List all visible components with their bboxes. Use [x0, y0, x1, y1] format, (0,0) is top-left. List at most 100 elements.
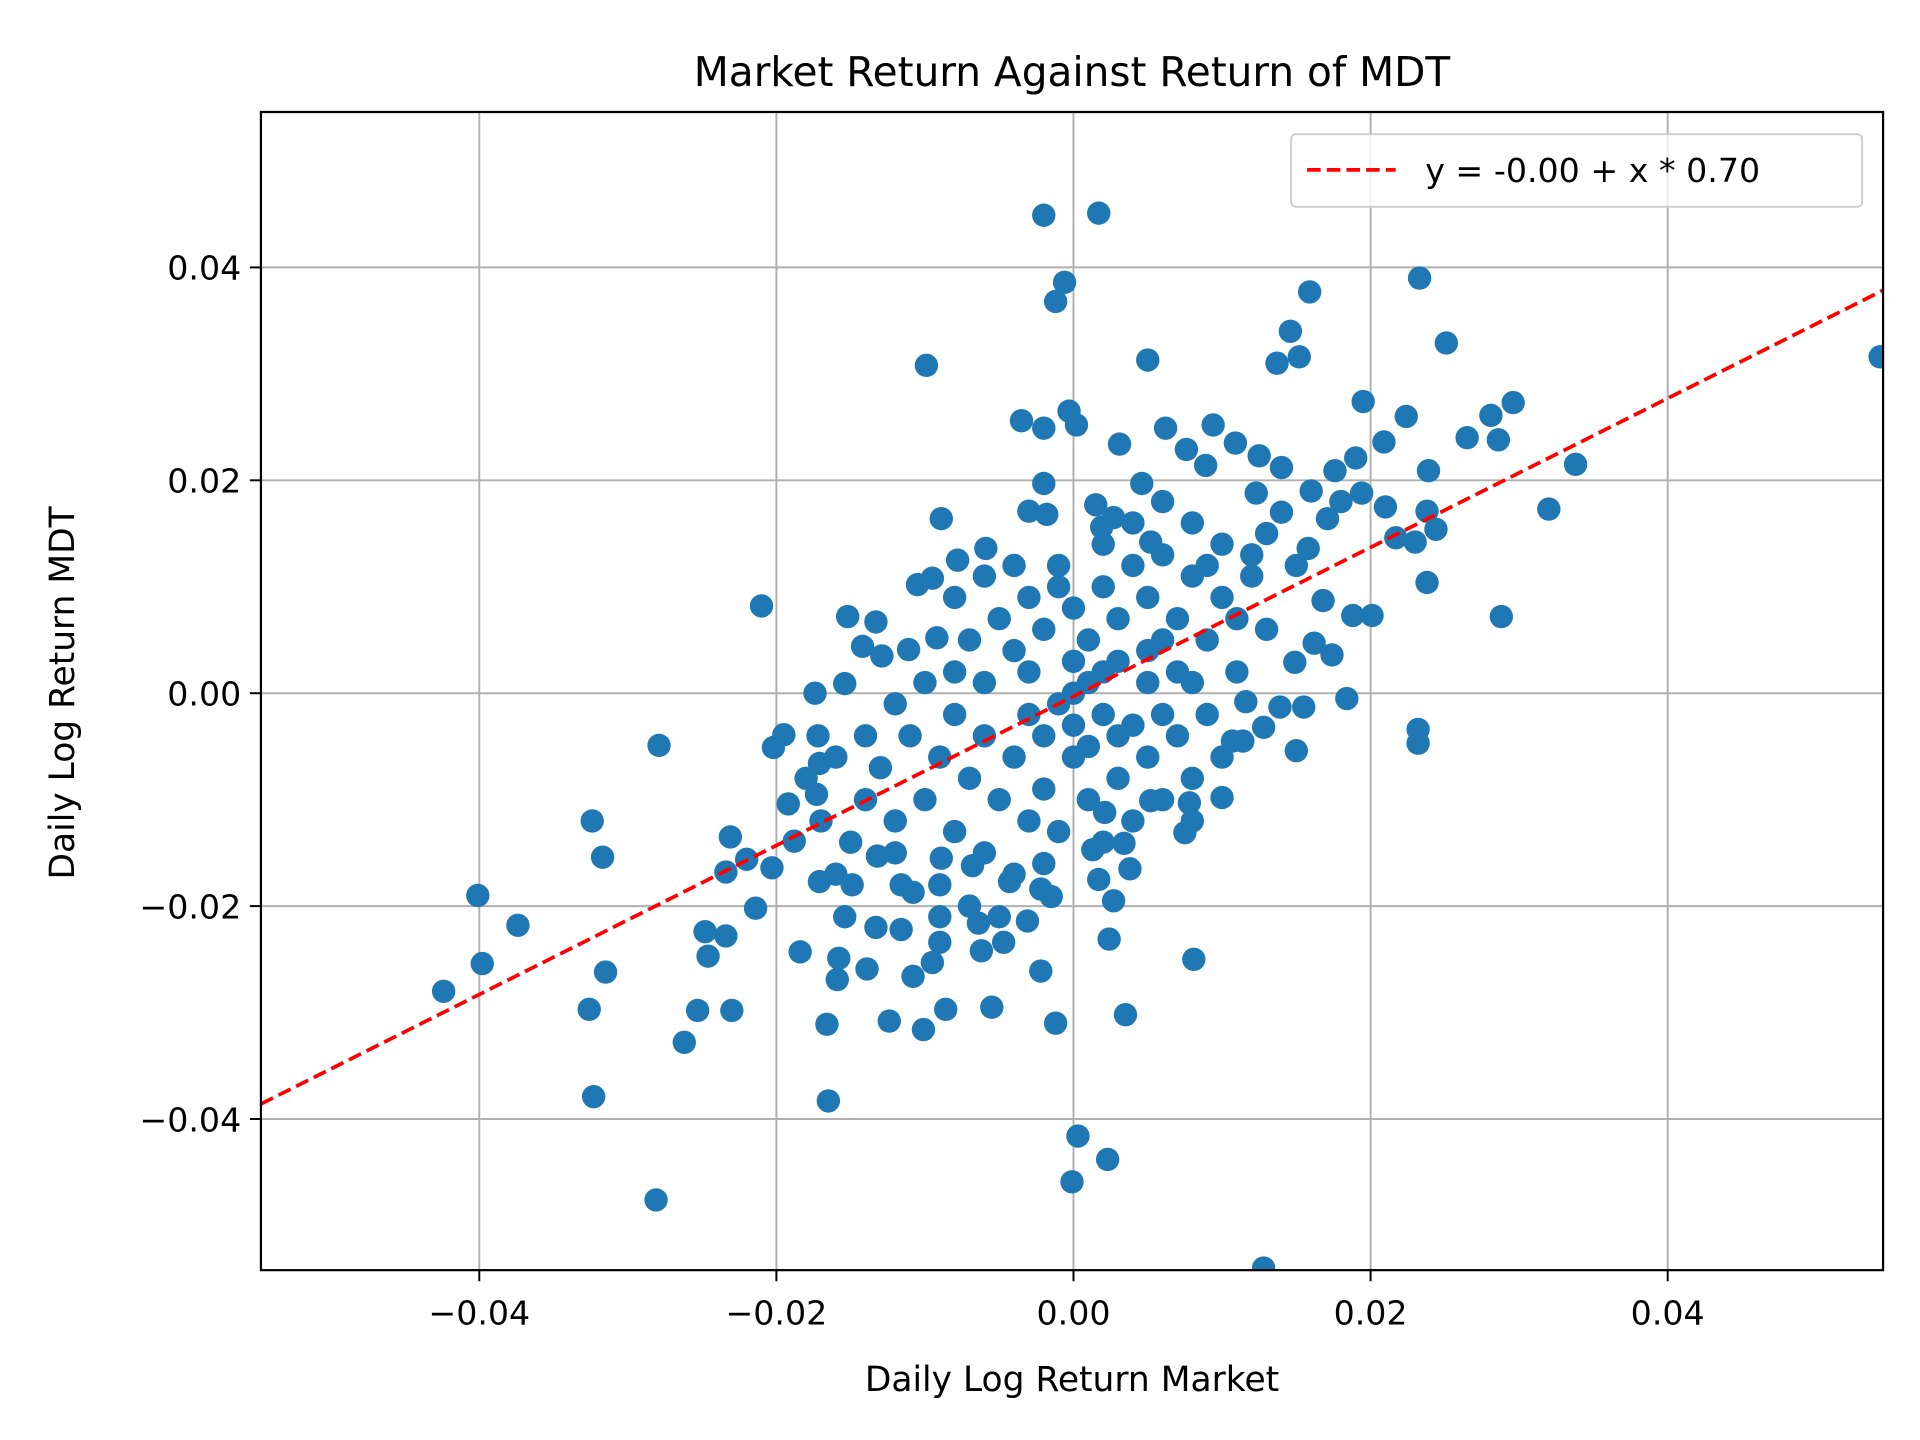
- data-point: [816, 1089, 841, 1113]
- data-point: [1136, 585, 1160, 610]
- data-point: [824, 745, 848, 769]
- data-point: [1251, 1256, 1276, 1271]
- data-point: [1360, 603, 1384, 628]
- data-point: [1251, 715, 1276, 739]
- data-point: [1323, 459, 1347, 483]
- data-point: [883, 809, 907, 833]
- data-point: [1150, 543, 1175, 567]
- y-tick-label: −0.04: [139, 1100, 241, 1139]
- data-point: [896, 637, 921, 662]
- x-axis-label: Daily Log Return Market: [865, 1360, 1279, 1400]
- data-point: [920, 950, 945, 975]
- data-point: [1268, 695, 1292, 719]
- data-point: [969, 939, 994, 963]
- data-point: [1092, 800, 1117, 825]
- data-point: [1043, 1011, 1068, 1035]
- data-point: [1118, 857, 1142, 881]
- data-point: [1223, 431, 1248, 455]
- chart-title: Market Return Against Return of MDT: [694, 48, 1451, 96]
- data-point: [911, 1017, 936, 1042]
- data-point: [957, 766, 982, 791]
- data-point: [1174, 437, 1199, 462]
- data-point: [1136, 638, 1160, 663]
- data-point: [853, 724, 878, 748]
- data-point: [913, 787, 937, 812]
- data-point: [865, 844, 890, 868]
- data-point: [1287, 345, 1311, 369]
- data-point: [1394, 404, 1418, 429]
- data-point: [1035, 502, 1059, 527]
- data-point: [1195, 702, 1219, 727]
- data-point: [1097, 927, 1121, 951]
- data-point: [1269, 500, 1294, 524]
- x-tick-label: 0.00: [1037, 1293, 1111, 1332]
- data-point: [987, 607, 1011, 631]
- data-point: [1002, 862, 1026, 886]
- data-point: [1150, 787, 1175, 812]
- data-point: [883, 692, 907, 716]
- data-point: [987, 905, 1011, 929]
- data-point: [980, 995, 1004, 1019]
- data-point: [1180, 670, 1205, 695]
- data-point: [1210, 785, 1234, 810]
- data-point: [1002, 638, 1026, 663]
- data-point: [1225, 660, 1249, 684]
- data-point: [972, 564, 997, 588]
- data-point: [1210, 745, 1234, 769]
- data-point: [1489, 604, 1513, 629]
- data-point: [1231, 729, 1255, 753]
- data-point: [942, 585, 967, 610]
- data-point: [1434, 331, 1459, 355]
- data-point: [901, 964, 925, 989]
- data-point: [1032, 851, 1056, 876]
- data-point: [1087, 867, 1111, 892]
- data-point: [506, 913, 530, 937]
- data-point: [1017, 499, 1041, 523]
- data-point: [864, 915, 888, 940]
- data-point: [1032, 724, 1056, 748]
- data-point: [1180, 511, 1205, 535]
- data-point: [1416, 459, 1441, 483]
- data-point: [1406, 731, 1430, 755]
- data-point: [1091, 660, 1115, 684]
- x-tick-label: 0.02: [1334, 1293, 1408, 1332]
- y-axis: −0.04 −0.02 0.00 0.02 0.04: [139, 249, 261, 1139]
- data-point: [1341, 603, 1365, 628]
- data-point: [685, 998, 710, 1023]
- data-point: [1299, 479, 1323, 503]
- data-point: [1283, 650, 1307, 675]
- data-point: [929, 846, 953, 870]
- data-point: [577, 997, 601, 1022]
- plot-frame: [259, 110, 1885, 1272]
- data-point: [581, 1084, 606, 1109]
- data-point: [928, 905, 952, 929]
- data-point: [855, 957, 879, 981]
- data-point: [1106, 766, 1130, 791]
- data-point: [929, 506, 953, 531]
- data-point: [696, 944, 720, 968]
- data-point: [644, 1188, 668, 1212]
- data-point: [1384, 526, 1408, 550]
- data-point: [1344, 446, 1368, 470]
- data-point: [1486, 428, 1511, 452]
- data-point: [1113, 1002, 1138, 1027]
- data-point: [1165, 607, 1190, 631]
- data-point: [1121, 511, 1145, 535]
- data-point: [1501, 390, 1525, 415]
- x-tick-label: −0.02: [725, 1293, 827, 1332]
- y-tick-label: 0.02: [167, 462, 241, 501]
- data-point: [1351, 389, 1375, 414]
- data-point: [1150, 702, 1175, 727]
- data-point: [1066, 1124, 1090, 1148]
- data-point: [794, 766, 818, 791]
- data-point: [833, 671, 857, 696]
- data-point: [1002, 553, 1026, 578]
- data-point: [1329, 489, 1353, 514]
- legend: y = -0.00 + x * 0.70: [1290, 133, 1864, 208]
- data-point: [1247, 444, 1271, 468]
- data-point: [1043, 289, 1068, 314]
- data-point: [1150, 489, 1175, 514]
- data-point: [1292, 695, 1316, 719]
- data-point: [1101, 505, 1126, 530]
- data-point: [957, 628, 982, 652]
